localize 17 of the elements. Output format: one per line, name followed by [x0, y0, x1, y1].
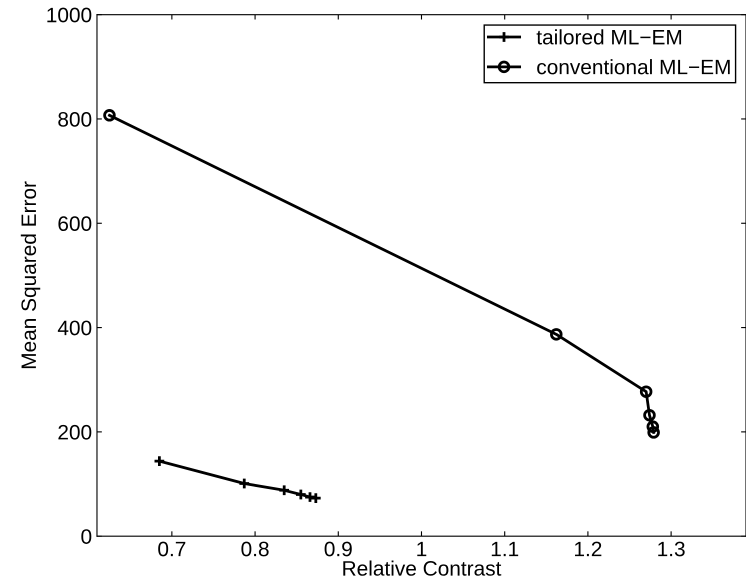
legend-label: conventional ML−EM	[537, 59, 730, 74]
x-tick-label: 1.1	[492, 542, 518, 556]
x-tick-label: 1	[417, 542, 426, 556]
x-axis-title: Relative Contrast	[343, 560, 502, 576]
y-tick-label: 1000	[47, 8, 92, 22]
x-tick-label: 0.7	[158, 542, 186, 556]
y-tick-label: 800	[58, 112, 92, 127]
y-axis-title: Mean Squared Error	[20, 181, 40, 368]
x-tick-label: 0.8	[241, 542, 269, 556]
y-tick-label: 0	[81, 529, 92, 544]
legend-label: tailored ML−EM	[536, 29, 682, 45]
x-tick-label: 1.3	[658, 542, 685, 556]
x-tick-label: 1.2	[575, 542, 602, 556]
y-tick-label: 600	[58, 216, 92, 232]
x-tick-label: 0.9	[324, 542, 352, 556]
y-tick-label: 200	[58, 424, 92, 440]
y-tick-label: 400	[58, 320, 92, 336]
